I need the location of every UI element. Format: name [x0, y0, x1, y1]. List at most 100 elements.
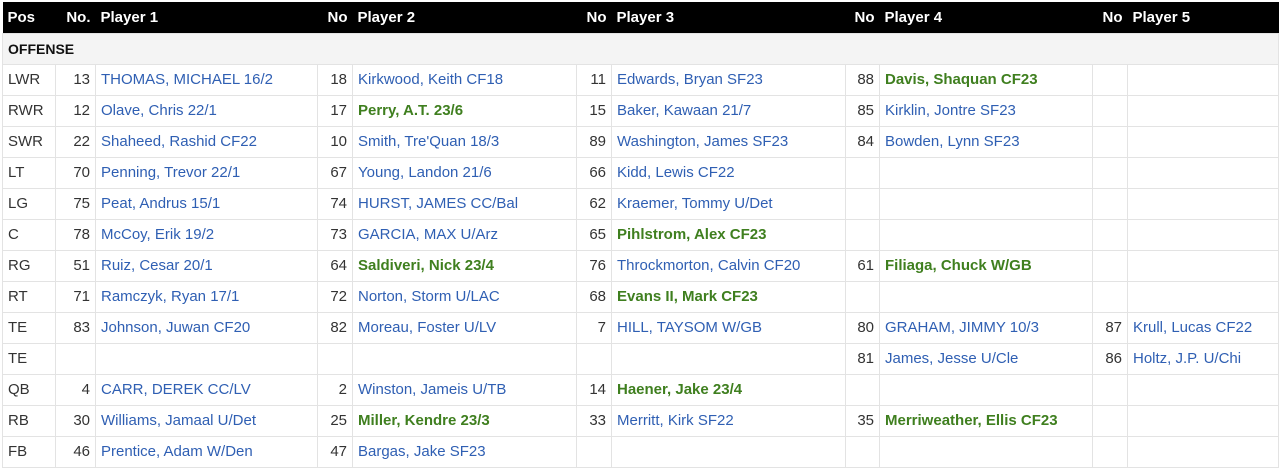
player-link[interactable]: Merriweather, Ellis CF23: [885, 412, 1058, 429]
player-link[interactable]: Haener, Jake 23/4: [617, 381, 743, 398]
player-cell: Penning, Trevor 22/1: [95, 156, 318, 189]
player-link[interactable]: THOMAS, MICHAEL 16/2: [101, 71, 273, 88]
player-link[interactable]: Prentice, Adam W/Den: [101, 443, 253, 460]
player-link[interactable]: Baker, Kawaan 21/7: [617, 102, 752, 119]
player-link[interactable]: McCoy, Erik 19/2: [101, 226, 215, 243]
player-cell: [1127, 94, 1279, 127]
jersey-number-cell: [1092, 187, 1128, 220]
jersey-number-cell: [1092, 218, 1128, 251]
header-no[interactable]: No.: [55, 2, 96, 33]
player-link[interactable]: HURST, JAMES CC/Bal: [358, 195, 519, 212]
jersey-number-cell: 35: [845, 404, 880, 437]
player-link[interactable]: Peat, Andrus 15/1: [101, 195, 221, 212]
player-link[interactable]: Saldiveri, Nick 23/4: [358, 257, 494, 274]
player-link[interactable]: Ruiz, Cesar 20/1: [101, 257, 213, 274]
header-pos[interactable]: Pos: [2, 2, 56, 33]
player-link[interactable]: Kidd, Lewis CF22: [617, 164, 735, 181]
player-link[interactable]: Kirklin, Jontre SF23: [885, 102, 1016, 119]
player-link[interactable]: Krull, Lucas CF22: [1133, 319, 1253, 336]
jersey-number-cell: 46: [55, 435, 96, 468]
player-cell: Filiaga, Chuck W/GB: [879, 249, 1093, 282]
header-player-2[interactable]: Player 2: [352, 2, 577, 33]
jersey-number-cell: 12: [55, 94, 96, 127]
player-link[interactable]: Williams, Jamaal U/Det: [101, 412, 257, 429]
player-link[interactable]: Kraemer, Tommy U/Det: [617, 195, 773, 212]
jersey-number-cell: [55, 342, 96, 375]
jersey-number-cell: 17: [317, 94, 353, 127]
player-link[interactable]: Davis, Shaquan CF23: [885, 71, 1038, 88]
player-link[interactable]: Moreau, Foster U/LV: [358, 319, 497, 336]
player-link[interactable]: Evans II, Mark CF23: [617, 288, 758, 305]
table-row: LT 70 Penning, Trevor 22/1 67 Young, Landon …: [2, 156, 1279, 189]
jersey-number-cell: 89: [576, 125, 612, 158]
player-link[interactable]: Ramczyk, Ryan 17/1: [101, 288, 240, 305]
player-cell: [1127, 63, 1279, 96]
player-link[interactable]: Perry, A.T. 23/6: [358, 102, 464, 119]
player-cell: Shaheed, Rashid CF22: [95, 125, 318, 158]
player-link[interactable]: Norton, Storm U/LAC: [358, 288, 500, 305]
table-row: FB 46 Prentice, Adam W/Den 47 Bargas, Jake S…: [2, 435, 1279, 468]
section-label-offense: OFFENSE: [2, 32, 1279, 65]
header-player-3[interactable]: Player 3: [611, 2, 846, 33]
player-cell: HILL, TAYSOM W/GB: [611, 311, 846, 344]
jersey-number-cell: [845, 373, 880, 406]
player-link[interactable]: Washington, James SF23: [617, 133, 789, 150]
jersey-number-cell: 22: [55, 125, 96, 158]
player-cell: Kirkwood, Keith CF18: [352, 63, 577, 96]
table-row: RWR 12 Olave, Chris 22/1 17 Perry, A.T. 23/6…: [2, 94, 1279, 127]
player-link[interactable]: Bowden, Lynn SF23: [885, 133, 1020, 150]
player-link[interactable]: Holtz, J.P. U/Chi: [1133, 350, 1242, 367]
player-link[interactable]: Edwards, Bryan SF23: [617, 71, 763, 88]
player-link[interactable]: Miller, Kendre 23/3: [358, 412, 490, 429]
player-link[interactable]: CARR, DEREK CC/LV: [101, 381, 251, 398]
player-link[interactable]: GRAHAM, JIMMY 10/3: [885, 319, 1039, 336]
player-link[interactable]: Penning, Trevor 22/1: [101, 164, 241, 181]
jersey-number-cell: 15: [576, 94, 612, 127]
header-player-5[interactable]: Player 5: [1127, 2, 1279, 33]
player-link[interactable]: Throckmorton, Calvin CF20: [617, 257, 801, 274]
header-no-2[interactable]: No: [317, 2, 353, 33]
jersey-number-cell: 2: [317, 373, 353, 406]
header-no-5[interactable]: No: [1092, 2, 1128, 33]
header-no-4[interactable]: No: [845, 2, 880, 33]
header-player-4[interactable]: Player 4: [879, 2, 1093, 33]
player-cell: Ramczyk, Ryan 17/1: [95, 280, 318, 313]
jersey-number-cell: 88: [845, 63, 880, 96]
player-cell: [879, 280, 1093, 313]
header-player-1[interactable]: Player 1: [95, 2, 318, 33]
header-no-3[interactable]: No: [576, 2, 612, 33]
position-cell: QB: [2, 373, 56, 406]
player-cell: Holtz, J.P. U/Chi: [1127, 342, 1279, 375]
player-link[interactable]: Kirkwood, Keith CF18: [358, 71, 504, 88]
player-cell: Edwards, Bryan SF23: [611, 63, 846, 96]
jersey-number-cell: 62: [576, 187, 612, 220]
player-cell: CARR, DEREK CC/LV: [95, 373, 318, 406]
player-link[interactable]: GARCIA, MAX U/Arz: [358, 226, 499, 243]
player-link[interactable]: James, Jesse U/Cle: [885, 350, 1019, 367]
player-link[interactable]: HILL, TAYSOM W/GB: [617, 319, 763, 336]
table-row: RB 30 Williams, Jamaal U/Det 25 Miller, Kend…: [2, 404, 1279, 437]
jersey-number-cell: 82: [317, 311, 353, 344]
player-cell: Williams, Jamaal U/Det: [95, 404, 318, 437]
player-link[interactable]: Smith, Tre'Quan 18/3: [358, 133, 500, 150]
player-cell: Davis, Shaquan CF23: [879, 63, 1093, 96]
player-cell: Bargas, Jake SF23: [352, 435, 577, 468]
player-cell: Young, Landon 21/6: [352, 156, 577, 189]
player-link[interactable]: Merritt, Kirk SF22: [617, 412, 734, 429]
player-link[interactable]: Young, Landon 21/6: [358, 164, 492, 181]
position-cell: RG: [2, 249, 56, 282]
jersey-number-cell: 14: [576, 373, 612, 406]
player-link[interactable]: Pihlstrom, Alex CF23: [617, 226, 767, 243]
player-link[interactable]: Filiaga, Chuck W/GB: [885, 257, 1032, 274]
jersey-number-cell: 87: [1092, 311, 1128, 344]
jersey-number-cell: 67: [317, 156, 353, 189]
position-cell: SWR: [2, 125, 56, 158]
jersey-number-cell: [845, 187, 880, 220]
player-link[interactable]: Johnson, Juwan CF20: [101, 319, 251, 336]
player-link[interactable]: Shaheed, Rashid CF22: [101, 133, 257, 150]
player-link[interactable]: Winston, Jameis U/TB: [358, 381, 507, 398]
jersey-number-cell: [1092, 373, 1128, 406]
player-cell: [1127, 404, 1279, 437]
player-link[interactable]: Bargas, Jake SF23: [358, 443, 486, 460]
player-link[interactable]: Olave, Chris 22/1: [101, 102, 217, 119]
